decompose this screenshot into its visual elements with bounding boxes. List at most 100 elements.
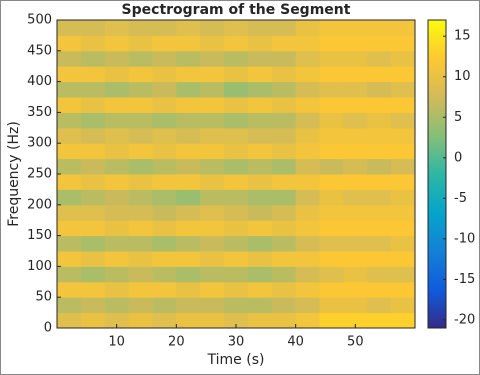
y-axis-label: Frequency (Hz) (6, 121, 22, 227)
heatmap-cell (128, 81, 153, 98)
heatmap-cell (367, 266, 392, 283)
heatmap-cell (80, 266, 106, 283)
heatmap-cell (200, 189, 225, 206)
heatmap-cell (391, 297, 416, 314)
heatmap-cell (176, 35, 201, 52)
heatmap-cell (343, 158, 368, 175)
heatmap-cell (367, 81, 392, 98)
heatmap-cell (152, 35, 177, 52)
heatmap-cell (247, 251, 273, 267)
heatmap-cell (247, 50, 273, 67)
heatmap-cell (319, 50, 344, 67)
colorbar-tick-label: 10 (454, 69, 471, 84)
heatmap-cell (57, 143, 82, 160)
x-tick-label: 40 (287, 335, 304, 350)
heatmap-cell (152, 266, 177, 283)
heatmap-cell (319, 143, 344, 160)
heatmap-cell (367, 174, 392, 190)
heatmap-cell (295, 50, 321, 67)
heatmap-cell (319, 66, 344, 83)
heatmap-cell (247, 81, 273, 98)
heatmap-cell (200, 35, 225, 52)
heatmap-cell (391, 235, 416, 252)
heatmap-cell (343, 235, 368, 252)
heatmap-cell (367, 251, 392, 267)
y-tick-label: 350 (27, 105, 52, 120)
y-tick-label: 450 (27, 43, 52, 58)
heatmap-cell (247, 143, 273, 160)
heatmap-cell (104, 112, 130, 129)
heatmap-cell (224, 281, 249, 298)
heatmap-cell (295, 297, 321, 314)
heatmap-cell (176, 189, 201, 206)
heatmap-cell (57, 97, 82, 113)
heatmap-cell (391, 189, 416, 206)
heatmap-cell (319, 112, 344, 129)
heatmap-cell (200, 281, 225, 298)
heatmap-cell (391, 35, 416, 52)
heatmap-cell (200, 251, 225, 267)
heatmap-cell (367, 235, 392, 252)
heatmap-cell (247, 220, 273, 237)
heatmap-cell (224, 312, 249, 329)
heatmap-cell (343, 281, 368, 298)
heatmap-cell (104, 235, 130, 252)
heatmap-cell (319, 20, 344, 36)
heatmap-cell (295, 97, 321, 113)
y-tick-label: 0 (44, 321, 52, 336)
heatmap-cell (224, 235, 249, 252)
heatmap-cell (57, 158, 82, 175)
heatmap-cell (152, 312, 177, 329)
y-tick-label: 500 (27, 13, 52, 28)
heatmap-cell (80, 312, 106, 329)
heatmap-cell (319, 235, 344, 252)
heatmap-cell (80, 235, 106, 252)
heatmap-cell (271, 297, 297, 314)
heatmap-cell (224, 127, 249, 144)
heatmap-cell (128, 66, 153, 83)
heatmap-cell (367, 20, 392, 36)
heatmap-cell (367, 220, 392, 237)
heatmap-cell (343, 81, 368, 98)
heatmap-cell (271, 251, 297, 267)
heatmap-cell (295, 220, 321, 237)
heatmap-cell (319, 35, 344, 52)
heatmap-cell (271, 235, 297, 252)
heatmap-cell (367, 204, 392, 221)
heatmap-cell (200, 266, 225, 283)
heatmap-cell (152, 189, 177, 206)
heatmap-cell (343, 143, 368, 160)
heatmap-cell (80, 50, 106, 67)
heatmap-cell (128, 20, 153, 36)
heatmap-cell (57, 281, 82, 298)
heatmap-cell (57, 204, 82, 221)
heatmap-cell (57, 251, 82, 267)
heatmap-cell (224, 81, 249, 98)
heatmap-cell (128, 174, 153, 190)
heatmap-cell (104, 50, 130, 67)
heatmap-cell (152, 81, 177, 98)
heatmap-cell (80, 158, 106, 175)
heatmap-cell (200, 112, 225, 129)
heatmap-cell (367, 189, 392, 206)
heatmap-cell (80, 97, 106, 113)
heatmap-cell (391, 112, 416, 129)
heatmap-cell (80, 204, 106, 221)
x-tick-label: 30 (228, 335, 245, 350)
heatmap-cell (152, 143, 177, 160)
heatmap-cell (247, 97, 273, 113)
heatmap-cell (319, 251, 344, 267)
heatmap-cell (224, 50, 249, 67)
heatmap-cell (391, 281, 416, 298)
colorbar-tick-label: 15 (454, 29, 471, 44)
heatmap-cell (104, 35, 130, 52)
heatmap-cell (224, 112, 249, 129)
heatmap-cell (176, 97, 201, 113)
heatmap-cell (152, 220, 177, 237)
heatmap-cell (295, 174, 321, 190)
heatmap-cell (152, 174, 177, 190)
heatmap-cell (367, 97, 392, 113)
heatmap-cell (80, 297, 106, 314)
heatmap-cell (343, 204, 368, 221)
